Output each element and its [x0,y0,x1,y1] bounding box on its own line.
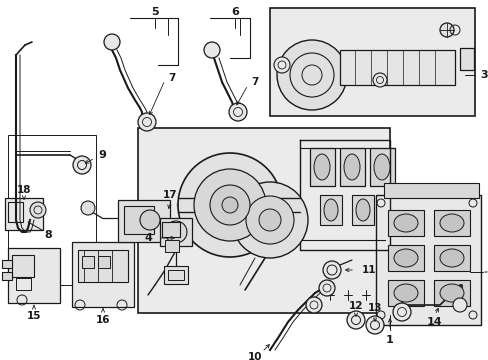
Bar [12,255,34,277]
Circle shape [178,153,282,257]
Text: 12: 12 [348,301,363,311]
Bar [369,148,394,186]
Bar [8,248,60,303]
Circle shape [73,156,91,174]
Bar [375,195,480,325]
Text: 3: 3 [479,70,487,80]
Bar [387,210,423,236]
Bar [387,245,423,271]
Text: 8: 8 [44,230,52,240]
Bar [2,260,12,268]
Text: 7: 7 [168,73,175,83]
Circle shape [273,57,289,73]
Circle shape [104,34,120,50]
Bar [319,195,341,225]
Text: 16: 16 [96,315,110,325]
Ellipse shape [343,154,359,180]
Bar [163,266,187,284]
Circle shape [392,303,410,321]
Text: 10: 10 [247,352,262,360]
Circle shape [259,209,281,231]
Bar [138,128,389,313]
Bar [124,206,154,234]
Bar [164,240,179,252]
Bar [98,256,110,268]
Bar [433,245,469,271]
Text: 5: 5 [151,7,159,17]
Bar [118,200,170,242]
Text: 4: 4 [144,233,152,243]
Circle shape [140,210,160,230]
Ellipse shape [355,199,369,221]
Circle shape [231,182,307,258]
Text: 11: 11 [361,265,376,275]
Circle shape [323,261,340,279]
Bar [82,256,94,268]
Circle shape [276,40,346,110]
Circle shape [439,23,453,37]
Text: 9: 9 [98,150,106,160]
Circle shape [372,73,386,87]
Text: 17: 17 [163,190,177,200]
Circle shape [346,311,364,329]
Circle shape [164,221,186,243]
Bar [459,48,473,70]
Circle shape [365,316,383,334]
Bar [72,242,134,307]
Circle shape [203,42,220,58]
Bar [339,50,454,85]
Circle shape [318,280,334,296]
Ellipse shape [313,154,329,180]
Bar [5,198,43,230]
Ellipse shape [439,284,463,302]
Circle shape [228,103,246,121]
Ellipse shape [393,214,417,232]
Circle shape [222,197,238,213]
Bar [162,222,180,237]
Text: 14: 14 [427,317,442,327]
Text: 7: 7 [251,77,258,87]
Bar [16,278,31,290]
Circle shape [209,185,249,225]
Circle shape [452,298,466,312]
Ellipse shape [439,249,463,267]
Bar [351,195,373,225]
Bar [309,148,334,186]
Bar [383,183,478,198]
Circle shape [245,196,293,244]
Circle shape [305,297,321,313]
Bar [168,270,183,280]
Text: 1: 1 [386,335,393,345]
Text: 6: 6 [231,7,239,17]
Ellipse shape [324,199,337,221]
Bar [339,148,364,186]
Bar [78,250,128,282]
Circle shape [194,169,265,241]
Ellipse shape [393,249,417,267]
Circle shape [81,201,95,215]
Bar [8,202,23,222]
Text: 13: 13 [367,303,382,313]
Ellipse shape [373,154,389,180]
Ellipse shape [439,214,463,232]
Bar [433,210,469,236]
Circle shape [138,113,156,131]
Ellipse shape [393,284,417,302]
Bar [269,8,474,116]
Bar [160,218,192,246]
Bar [387,280,423,306]
Circle shape [30,202,46,218]
Text: 18: 18 [17,185,31,195]
Bar [8,135,96,285]
Bar [433,280,469,306]
Text: 15: 15 [27,311,41,321]
Bar [2,272,12,280]
